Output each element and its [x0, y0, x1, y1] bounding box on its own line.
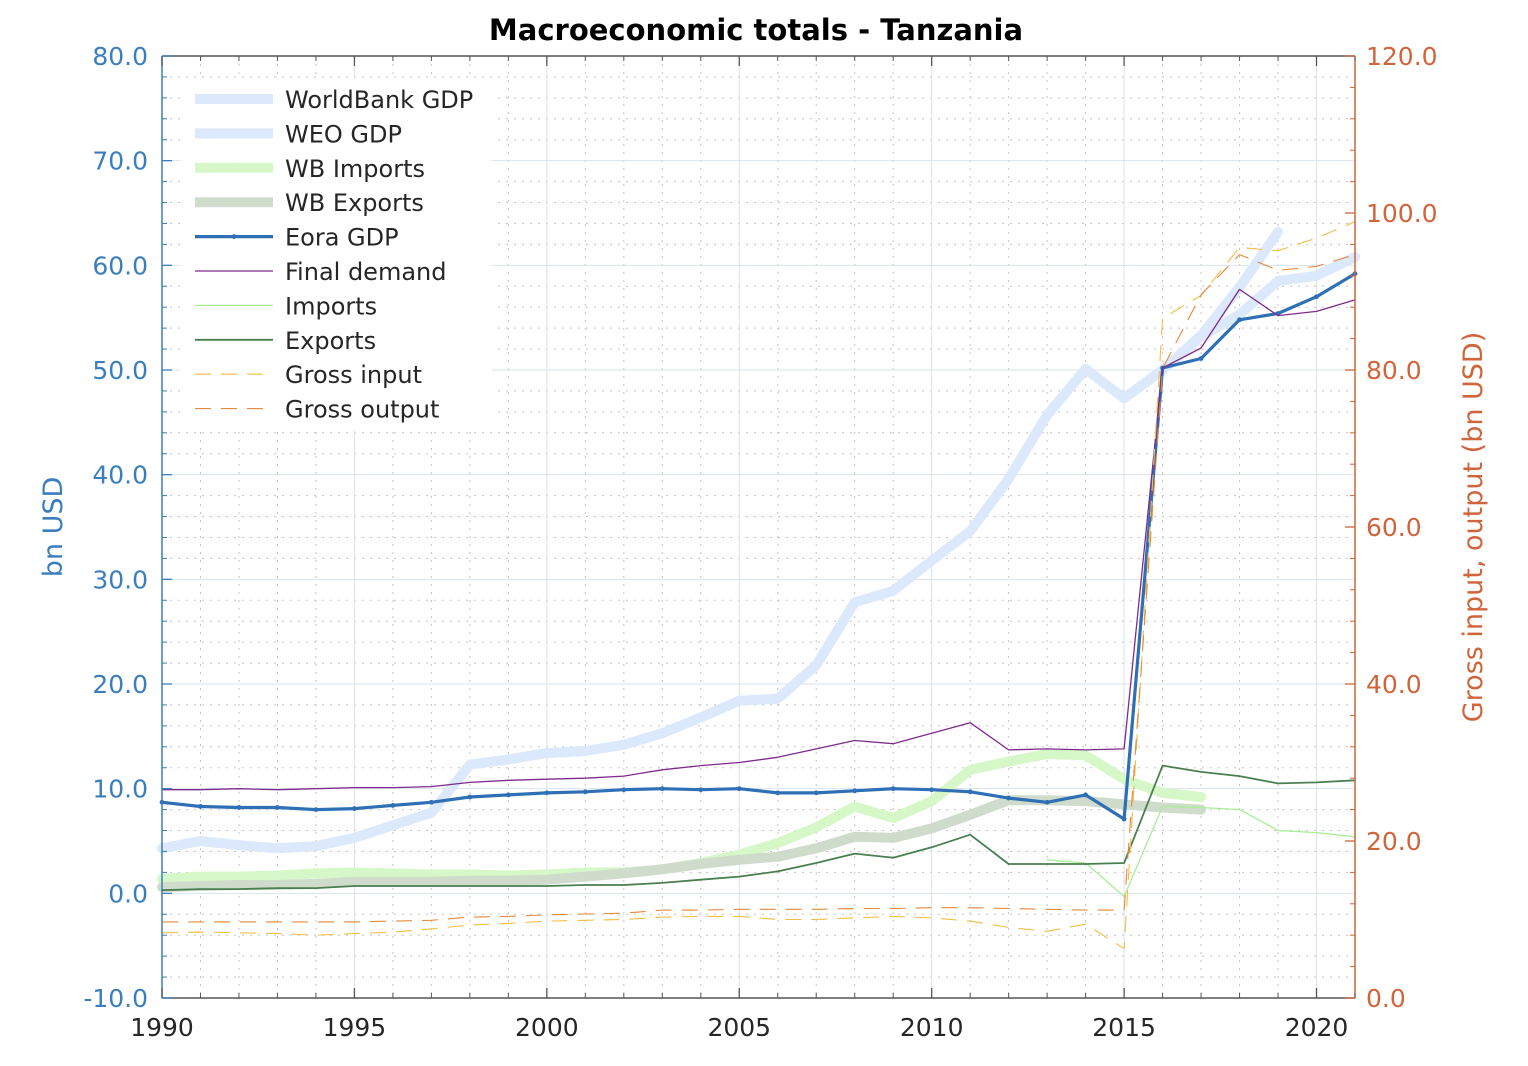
y-tick-label: -10.0 — [83, 984, 148, 1013]
data-point — [621, 787, 627, 793]
data-point — [659, 786, 665, 792]
series-line-0 — [157, 226, 1283, 854]
data-point — [236, 805, 242, 810]
axes-layer: 1990 1995 2000 2005 2010 2015 2020 -10.0 0.0 10.0… — [83, 42, 1437, 1042]
data-point — [1198, 356, 1204, 361]
y-tick-label: 70.0 — [92, 147, 148, 176]
series-layer — [157, 221, 1360, 950]
series-line-8 — [161, 221, 1356, 950]
data-point — [313, 807, 319, 812]
chart-title: Macroeconomic totals - Tanzania — [489, 13, 1023, 47]
y-tick-label: 30.0 — [92, 565, 148, 594]
x-tick-label: 2020 — [1285, 1013, 1349, 1042]
x-tick-label: 2015 — [1092, 1013, 1156, 1042]
legend-label-9: Gross output — [285, 396, 439, 424]
y-tick-label: 50.0 — [92, 356, 148, 385]
series-line-7 — [161, 764, 1356, 892]
y2-tick-label: 60.0 — [1366, 513, 1422, 542]
data-point — [467, 794, 473, 800]
y2-tick-label: 80.0 — [1366, 356, 1422, 385]
y2-tick-label: 20.0 — [1366, 827, 1422, 856]
x-tick-label: 2000 — [515, 1013, 579, 1042]
y2-tick-label: 120.0 — [1366, 42, 1438, 71]
legend-label-7: Exports — [285, 327, 376, 355]
x-tick-label: 1995 — [323, 1013, 387, 1042]
data-point — [582, 789, 588, 795]
data-point — [698, 787, 704, 793]
y2-tick-label: 100.0 — [1366, 199, 1438, 228]
y-tick-label: 0.0 — [108, 879, 148, 908]
legend-label-5: Final demand — [285, 258, 446, 286]
y2-axis-label: Gross input, output (bn USD) — [1458, 332, 1489, 723]
data-point — [852, 788, 858, 794]
data-point — [390, 803, 396, 808]
legend-label-2: WB Imports — [285, 155, 425, 183]
legend-marker — [231, 234, 237, 240]
data-point — [505, 792, 511, 798]
legend-label-8: Gross input — [285, 361, 422, 389]
y-tick-label: 40.0 — [92, 461, 148, 490]
data-point — [967, 789, 973, 795]
legend-label-6: Imports — [285, 292, 377, 320]
y-tick-label: 20.0 — [92, 670, 148, 699]
series-line-6 — [1046, 805, 1356, 898]
data-point — [428, 799, 434, 805]
legend-label-4: Eora GDP — [285, 224, 399, 252]
y-tick-label: 60.0 — [92, 251, 148, 280]
y-tick-label: 80.0 — [92, 42, 148, 71]
data-point — [929, 787, 935, 793]
data-point — [1006, 795, 1012, 801]
data-point — [775, 790, 781, 796]
data-point — [198, 804, 203, 809]
series-line-9 — [162, 254, 1356, 923]
y-axis-label: bn USD — [38, 477, 69, 578]
legend-label-3: WB Exports — [285, 189, 424, 217]
data-point — [1314, 294, 1319, 300]
legend-label-1: WEO GDP — [285, 120, 402, 148]
y-tick-label: 10.0 — [92, 775, 148, 804]
data-point — [1044, 799, 1050, 805]
data-point — [813, 790, 819, 796]
x-tick-label: 1990 — [130, 1013, 194, 1042]
legend-label-0: WorldBank GDP — [285, 86, 473, 114]
data-point — [352, 806, 357, 811]
data-point — [1121, 816, 1127, 822]
y2-tick-label: 0.0 — [1366, 984, 1406, 1013]
data-point — [544, 790, 550, 796]
x-tick-label: 2005 — [707, 1013, 771, 1042]
x-tick-label: 2010 — [900, 1013, 964, 1042]
data-point — [890, 786, 896, 792]
series-line-4 — [160, 272, 1357, 821]
y2-tick-label: 40.0 — [1366, 670, 1422, 699]
data-point — [736, 786, 742, 792]
legend: WorldBank GDP WEO GDP WB Imports WB Exports… — [180, 78, 492, 430]
data-point — [1083, 792, 1089, 798]
data-point — [275, 805, 280, 810]
data-point — [1237, 317, 1242, 323]
